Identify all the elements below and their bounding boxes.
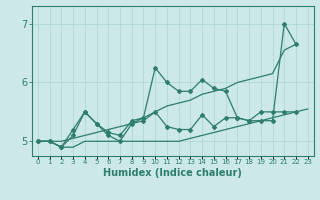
- X-axis label: Humidex (Indice chaleur): Humidex (Indice chaleur): [103, 168, 242, 178]
